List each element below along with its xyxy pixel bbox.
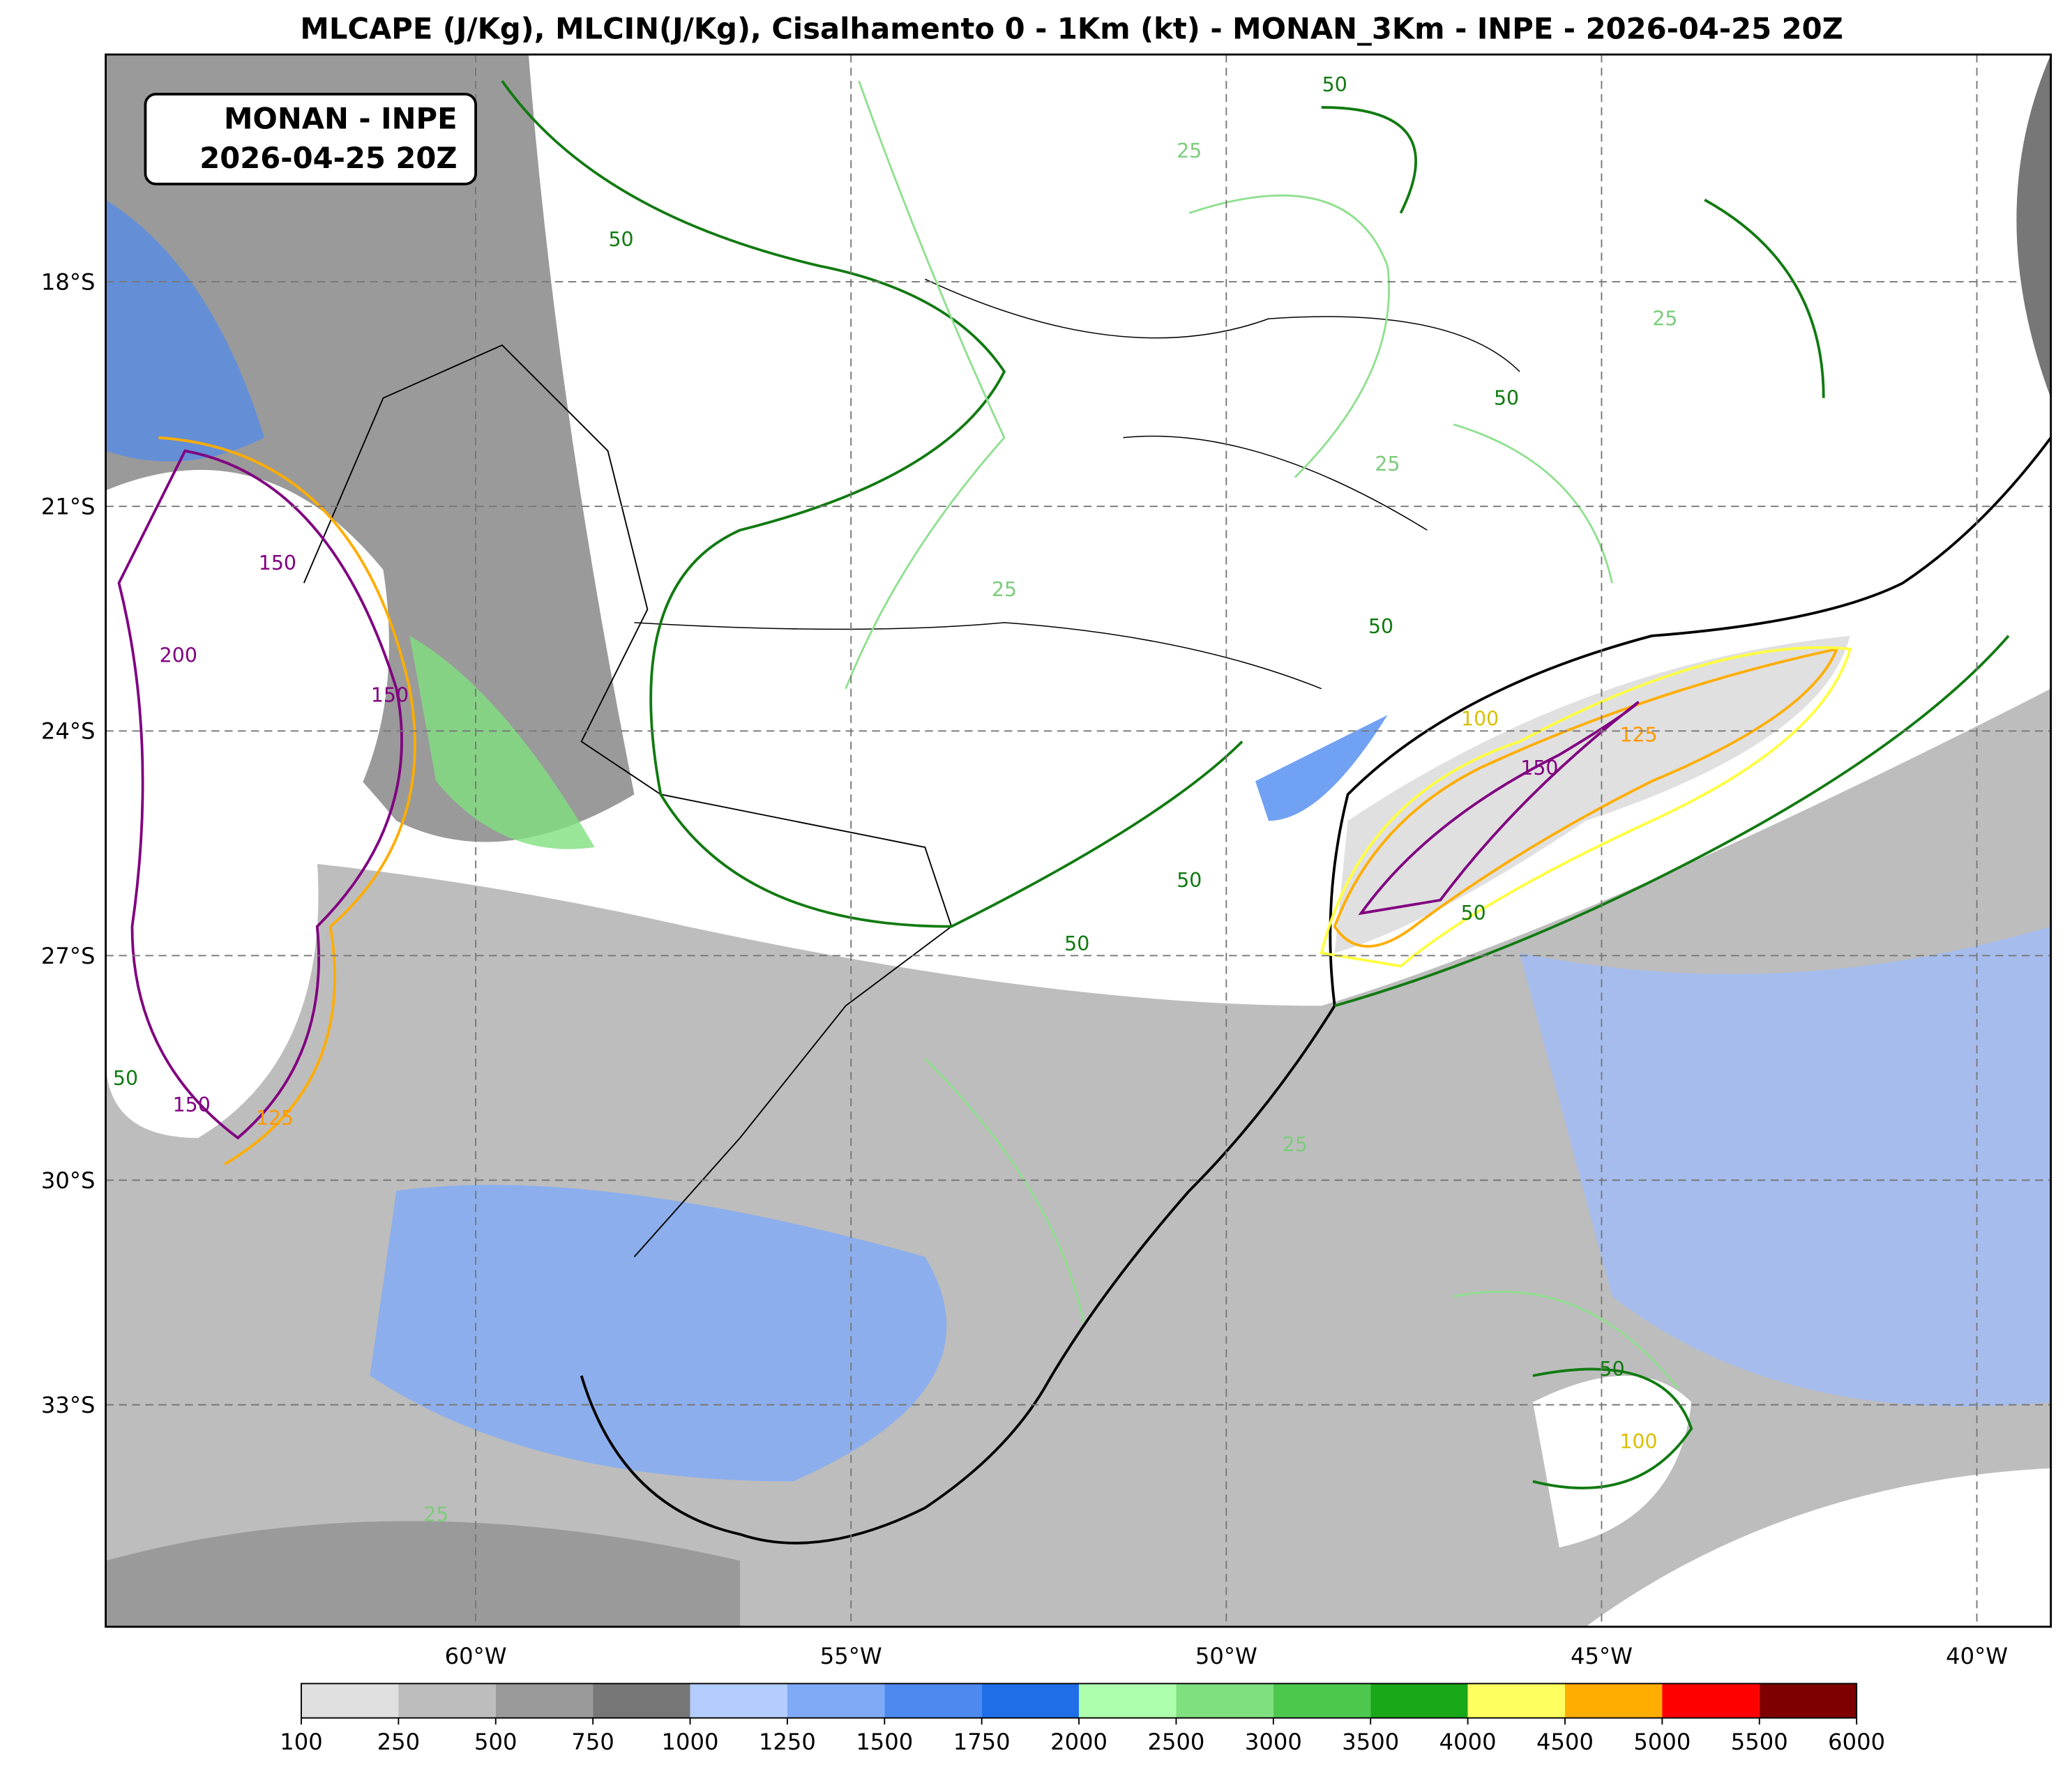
colorbar-bin xyxy=(1176,1683,1273,1718)
contour-label: 25 xyxy=(1283,1133,1308,1156)
contour-label: 25 xyxy=(992,578,1017,601)
lon-label: 45°W xyxy=(1571,1643,1633,1669)
colorbar-label: 2000 xyxy=(1050,1729,1107,1755)
colorbar-label: 4500 xyxy=(1536,1729,1594,1755)
colorbar-label: 5000 xyxy=(1633,1729,1691,1755)
colorbar-bin xyxy=(1759,1683,1857,1718)
lat-label: 24°S xyxy=(41,718,96,745)
contour-label: 50 xyxy=(1177,869,1202,892)
contour-label: 25 xyxy=(423,1503,448,1526)
contour-label: 50 xyxy=(1064,932,1089,955)
colorbar-bin xyxy=(1565,1683,1663,1718)
contour-label: 150 xyxy=(173,1093,211,1116)
contour-label: 125 xyxy=(1619,723,1657,746)
contour-label: 50 xyxy=(1494,386,1519,409)
colorbar-bin xyxy=(1662,1683,1760,1718)
lat-label: 30°S xyxy=(41,1167,96,1194)
contour-label: 25 xyxy=(1177,139,1202,162)
colorbar-bin xyxy=(981,1683,1080,1718)
lat-label: 21°S xyxy=(41,494,96,520)
lon-label: 55°W xyxy=(820,1643,882,1669)
lon-label: 40°W xyxy=(1946,1643,2008,1669)
lat-label: 18°S xyxy=(41,268,96,295)
colorbar-bin xyxy=(495,1683,593,1718)
colorbar-bin xyxy=(1079,1683,1177,1718)
colorbar-bin xyxy=(884,1683,982,1718)
label-line: 2026-04-25 20Z xyxy=(199,141,457,175)
colorbar-label: 1250 xyxy=(759,1729,816,1755)
contour-label: 150 xyxy=(371,684,409,707)
title: MLCAPE (J/Kg), MLCIN(J/Kg), Cisalhamento… xyxy=(300,11,1843,45)
colorbar-bin xyxy=(690,1683,787,1718)
colorbar-bin xyxy=(1467,1683,1566,1718)
contour-label: 50 xyxy=(1368,615,1393,638)
contour-label: 50 xyxy=(1600,1358,1625,1381)
colorbar-bin xyxy=(398,1683,496,1718)
colorbar-label: 1750 xyxy=(953,1729,1011,1755)
colorbar-bin xyxy=(301,1683,399,1718)
colorbar-label: 1500 xyxy=(856,1729,913,1755)
colorbar-bin xyxy=(1370,1683,1468,1718)
colorbar-label: 750 xyxy=(571,1729,614,1755)
colorbar-label: 2500 xyxy=(1147,1729,1204,1755)
contour-label: 150 xyxy=(1520,757,1558,780)
colorbar-label: 1000 xyxy=(662,1729,719,1755)
lon-label: 50°W xyxy=(1195,1643,1257,1669)
contour-label: 50 xyxy=(608,228,633,251)
contour-label: 100 xyxy=(1461,708,1499,731)
colorbar-bin xyxy=(787,1683,885,1718)
colorbar-bin xyxy=(1273,1683,1371,1718)
map-field: 50 25 50 25 50 25 50 50 50 150 200 150 150 125 50 100 15… xyxy=(105,54,2051,1627)
colorbar-label: 100 xyxy=(280,1729,322,1755)
colorbar-label: 500 xyxy=(474,1729,517,1755)
contour-label: 200 xyxy=(160,644,197,667)
lat-label: 27°S xyxy=(41,943,96,969)
colorbar-label: 5500 xyxy=(1731,1729,1788,1755)
colorbar-label: 3000 xyxy=(1245,1729,1302,1755)
contour-label: 100 xyxy=(1619,1430,1657,1453)
contour-label: 50 xyxy=(1461,902,1486,925)
contour-label: 50 xyxy=(113,1067,138,1090)
colorbar-label: 3500 xyxy=(1342,1729,1399,1755)
label-box: MONAN - INPE 2026-04-25 20Z xyxy=(144,93,478,185)
colorbar-label: 6000 xyxy=(1828,1729,1885,1755)
lon-label: 60°W xyxy=(445,1643,507,1669)
contour-label: 150 xyxy=(259,552,296,575)
label-line: MONAN - INPE xyxy=(224,101,457,135)
colorbar-label: 250 xyxy=(377,1729,420,1755)
contour-label: 125 xyxy=(256,1107,294,1130)
contour-label: 25 xyxy=(1652,308,1677,331)
colorbar-label: 4000 xyxy=(1439,1729,1497,1755)
lat-label: 33°S xyxy=(41,1392,96,1418)
contour-label: 50 xyxy=(1322,73,1347,96)
colorbar-bin xyxy=(593,1683,690,1718)
contour-label: 25 xyxy=(1375,453,1400,476)
map-frame xyxy=(105,53,2052,1628)
